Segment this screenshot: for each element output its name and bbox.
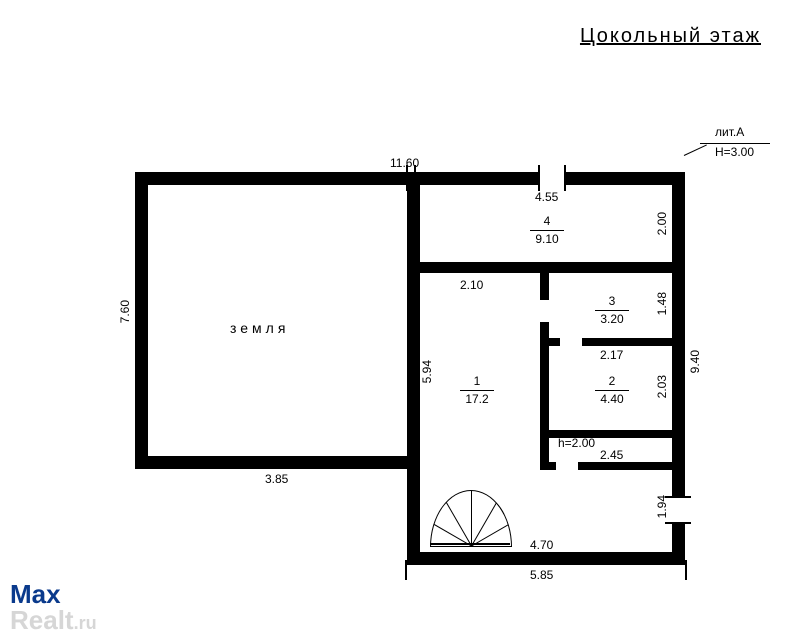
- lit-pointer: [684, 144, 707, 155]
- room-3-div: [595, 310, 629, 311]
- lit-underline: [700, 143, 770, 144]
- room-1-num: 1: [460, 375, 494, 388]
- door-right: [672, 498, 685, 522]
- lit-label: лит.А: [715, 125, 744, 139]
- logo-ru: .ru: [74, 613, 97, 633]
- wall-mid-vertical: [407, 172, 420, 565]
- dim-203: 2.03: [655, 375, 669, 398]
- dim-245: 2.45: [600, 448, 623, 462]
- room-1-area: 17.2: [460, 393, 494, 406]
- dim-585: 5.85: [530, 568, 553, 582]
- room-3-area: 3.20: [595, 313, 629, 326]
- dim-top-outer: 11.60: [390, 156, 419, 170]
- dim-470: 4.70: [530, 538, 553, 552]
- site-logo: Max Realt.ru: [10, 581, 97, 633]
- wall-left: [135, 172, 148, 469]
- door-1-3: [540, 300, 549, 322]
- room-2-area: 4.40: [595, 393, 629, 406]
- door-right-tick2: [665, 522, 691, 524]
- btick-l: [405, 560, 407, 580]
- logo-max: Max: [10, 581, 97, 607]
- page-title: Цокольный этаж: [580, 25, 761, 48]
- wall-bottom: [407, 552, 685, 565]
- room-1-div: [460, 390, 494, 391]
- dim-210: 2.10: [460, 278, 483, 292]
- h-label: h=2.00: [558, 436, 595, 450]
- room-2-label: 2 4.40: [595, 375, 629, 406]
- stair-base: [430, 543, 510, 545]
- door-lower: [556, 462, 578, 470]
- room-3-label: 3 3.20: [595, 295, 629, 326]
- dim-594: 5.94: [420, 360, 434, 383]
- room-3-num: 3: [595, 295, 629, 308]
- door-top-tick1: [538, 165, 540, 191]
- dim-bottom-left: 3.85: [265, 472, 288, 486]
- height-label: Н=3.00: [715, 145, 754, 159]
- dim-right-outer: 9.40: [688, 350, 702, 373]
- room-4-num: 4: [530, 215, 564, 228]
- dim-top-inner-right: 4.55: [535, 190, 558, 204]
- room-4-label: 4 9.10: [530, 215, 564, 246]
- room-1-label: 1 17.2: [460, 375, 494, 406]
- dim-194: 1.94: [655, 495, 669, 518]
- logo-realt: Realt: [10, 605, 74, 635]
- dim-left-outer: 7.60: [118, 300, 132, 323]
- room-4-area: 9.10: [530, 233, 564, 246]
- room-2-div: [595, 390, 629, 391]
- dim-148: 1.48: [655, 292, 669, 315]
- dim-217: 2.17: [600, 348, 623, 362]
- door-top-tick2: [564, 165, 566, 191]
- ground-label: земля: [230, 320, 289, 336]
- dim-200: 2.00: [655, 212, 669, 235]
- room-4-div: [530, 230, 564, 231]
- door-3-2: [560, 338, 582, 346]
- room-2-num: 2: [595, 375, 629, 388]
- staircase: [430, 490, 512, 547]
- btick-r: [685, 560, 687, 580]
- door-top: [540, 172, 564, 185]
- wall-bottom-left: [135, 456, 420, 469]
